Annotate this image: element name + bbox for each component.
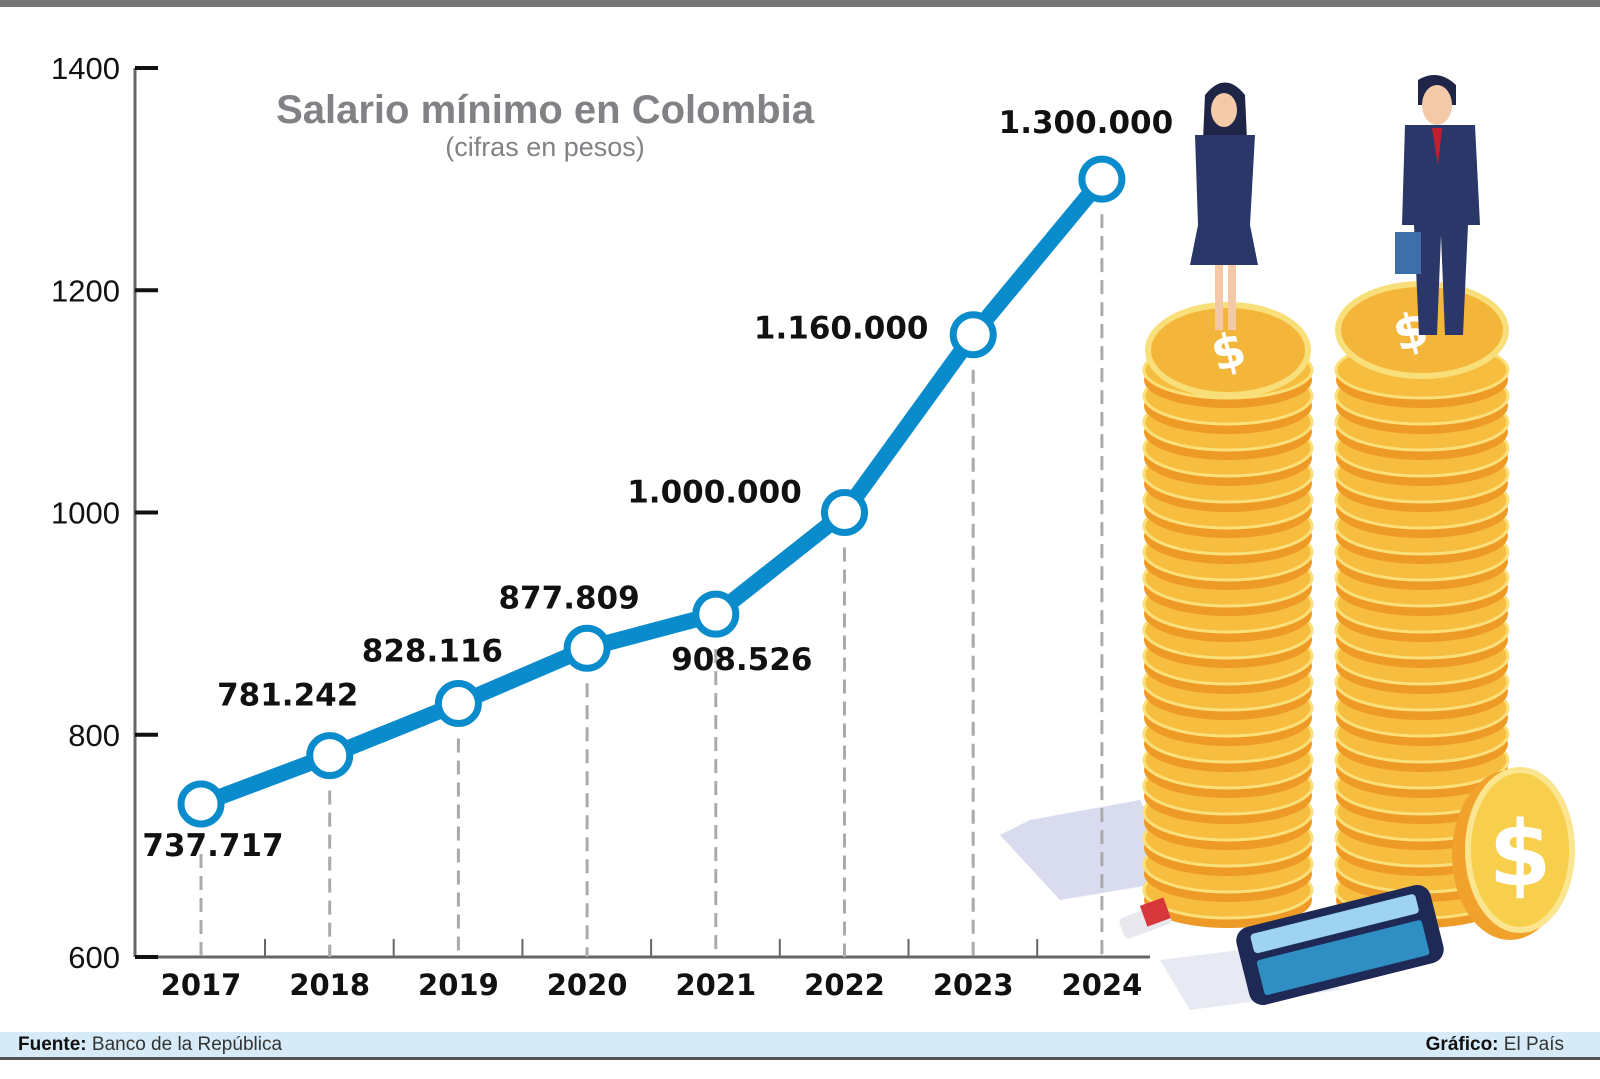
data-label: 781.242 — [217, 678, 358, 714]
x-tick-label: 2021 — [675, 968, 756, 1002]
y-tick-label: 1400 — [51, 51, 120, 86]
source-text: Banco de la República — [91, 1034, 283, 1055]
data-point — [1078, 155, 1126, 203]
coins-businesspeople-illustration: $ $ $ — [1000, 75, 1575, 1010]
y-tick-label: 1000 — [51, 496, 120, 531]
data-point — [949, 311, 997, 359]
data-point — [821, 489, 868, 536]
data-point — [177, 780, 225, 828]
series-line — [177, 155, 1126, 828]
chart-title: Salario mínimo en Colombia — [276, 88, 815, 132]
chart-subtitle: (cifras en pesos) — [445, 132, 645, 162]
credit-label: Gráfico: — [1425, 1034, 1499, 1055]
data-point — [692, 590, 740, 638]
guide-lines — [199, 214, 1104, 957]
credit-note: Gráfico: El País — [1426, 1034, 1564, 1056]
x-tick-label: 2017 — [161, 968, 242, 1002]
data-label: 908.526 — [671, 642, 812, 678]
data-point — [434, 680, 482, 728]
data-label: 877.809 — [498, 580, 639, 616]
top-bar — [0, 0, 1600, 7]
data-label: 1.000.000 — [627, 475, 802, 511]
svg-text:$: $ — [1489, 802, 1552, 907]
data-label: 1.160.000 — [754, 311, 929, 347]
credit-text: El País — [1503, 1034, 1564, 1055]
x-tick-label: 2023 — [933, 968, 1014, 1002]
x-tick-label: 2020 — [547, 968, 628, 1002]
data-point — [306, 732, 354, 780]
footer: Fuente: Banco de la República Gráfico: E… — [0, 1032, 1600, 1060]
axes: 600 800 1000 1200 1400 2017 2018 2019 2020 2021 20… — [51, 51, 1150, 1002]
x-tick-label: 2022 — [804, 968, 885, 1002]
x-tick-label: 2024 — [1062, 968, 1143, 1002]
source-label: Fuente: — [18, 1034, 87, 1055]
data-label: 737.717 — [142, 828, 283, 864]
y-tick-label: 800 — [68, 718, 120, 753]
y-tick-label: 1200 — [51, 273, 120, 308]
source-note: Fuente: Banco de la República — [18, 1034, 282, 1056]
x-tick-label: 2019 — [418, 968, 499, 1002]
data-label: 1.300.000 — [999, 105, 1174, 141]
y-tick-label: 600 — [68, 940, 120, 975]
data-label: 828.116 — [362, 634, 503, 670]
x-tick-label: 2018 — [289, 968, 370, 1002]
data-point — [563, 624, 611, 672]
